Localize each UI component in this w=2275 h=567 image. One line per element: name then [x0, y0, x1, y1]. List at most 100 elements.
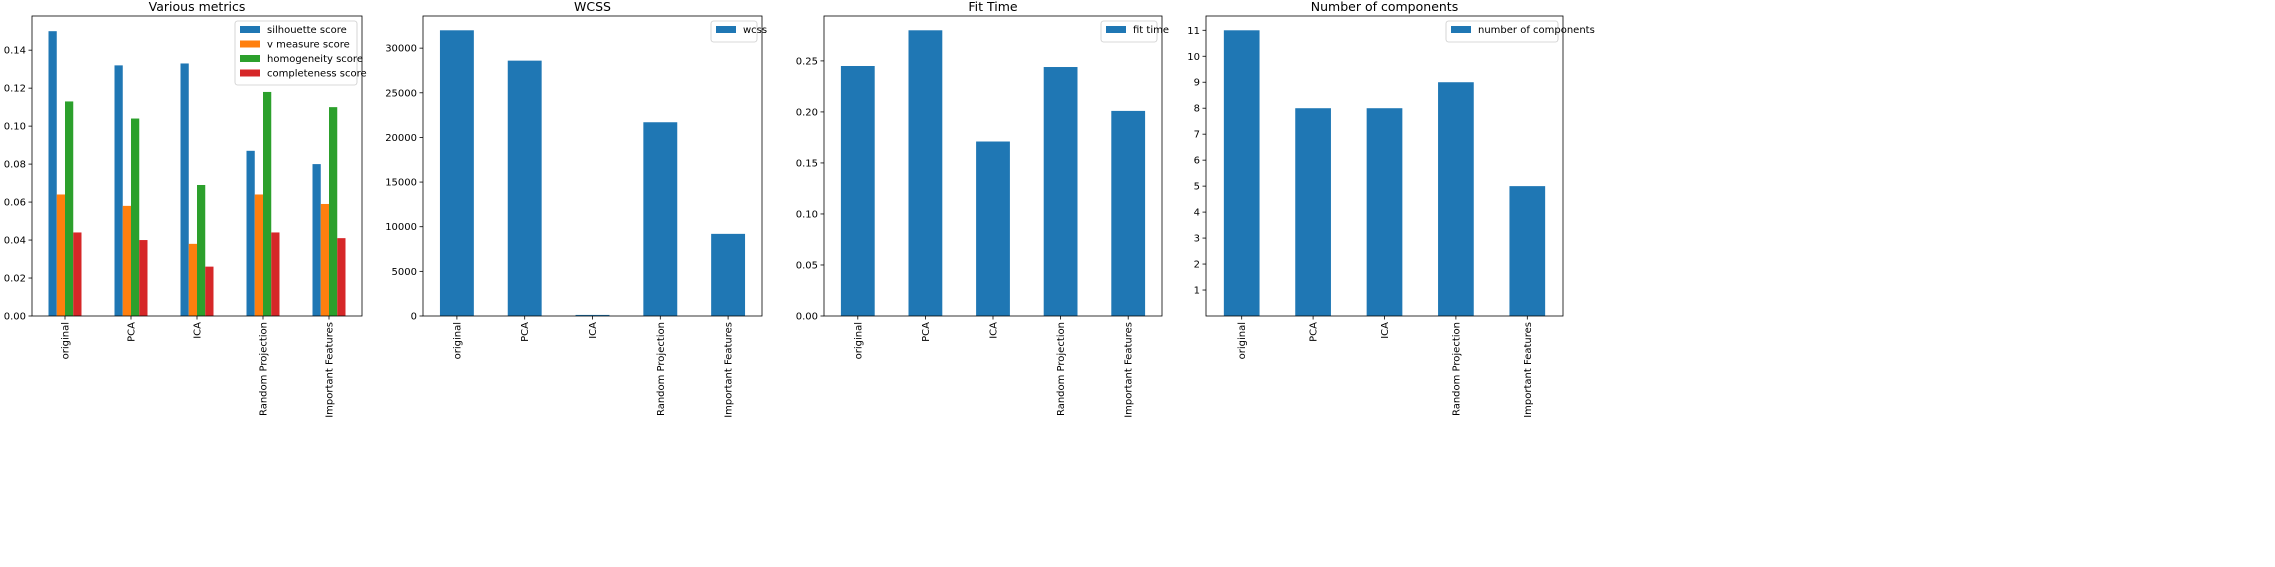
y-tick-label: 10000 [385, 222, 417, 233]
bar-fit-time-random-projection [1043, 67, 1078, 317]
y-tick-label: 0.02 [4, 274, 26, 285]
y-tick-label: 1 [1194, 286, 1200, 297]
x-tick-label-random-projection: Random Projection [259, 322, 270, 416]
bar-wcss-random-projection [643, 122, 678, 316]
x-tick-label-ica: ICA [588, 322, 599, 339]
y-tick-label: 5 [1194, 182, 1200, 193]
legend-swatch-wcss [716, 26, 736, 33]
x-tick-label-ica: ICA [989, 322, 1000, 339]
x-tick-label-important-features: Important Features [724, 322, 735, 418]
y-tick-label: 3 [1194, 234, 1200, 245]
chart-title: Number of components [1311, 0, 1458, 14]
x-tick-label-random-projection: Random Projection [1056, 322, 1067, 416]
legend-swatch-fit-time [1106, 26, 1126, 33]
y-tick-label: 4 [1194, 208, 1200, 219]
x-tick-label-ica: ICA [193, 322, 204, 339]
bar-wcss-important-features [711, 233, 746, 316]
y-tick-label: 0.10 [796, 209, 818, 220]
y-tick-label: 8 [1194, 104, 1200, 115]
bar-wcss-pca [507, 60, 542, 316]
y-tick-label: 0.05 [796, 260, 818, 271]
y-tick-label: 15000 [385, 178, 417, 189]
legend-label-homogeneity-score: homogeneity score [267, 54, 363, 65]
bar-silhouette-score-ica [180, 63, 189, 316]
x-tick-label-original: original [452, 322, 463, 359]
bar-silhouette-score-original [48, 31, 57, 316]
bar-silhouette-score-important-features [312, 164, 321, 316]
bar-number-of-components-important-features [1509, 186, 1546, 316]
bar-completeness-score-original [73, 232, 82, 316]
y-tick-label: 11 [1187, 26, 1200, 37]
legend: number of components [1445, 20, 1595, 43]
bar-fit-time-important-features [1111, 110, 1146, 317]
x-tick-label-original: original [61, 322, 72, 359]
y-tick-label: 0.15 [796, 158, 818, 169]
bar-completeness-score-important-features [337, 238, 346, 316]
bar-fit-time-ica [976, 141, 1010, 316]
legend: fit time [1100, 20, 1169, 43]
y-tick-label: 0.08 [4, 160, 26, 171]
bar-v-measure-score-original [56, 194, 65, 316]
legend-label-number-of-components: number of components [1478, 25, 1595, 36]
legend-swatch-silhouette-score [240, 26, 260, 33]
chart-title: Various metrics [149, 0, 246, 14]
bar-v-measure-score-ica [188, 243, 197, 316]
y-tick-label: 30000 [385, 44, 417, 55]
bar-completeness-score-ica [205, 266, 214, 316]
x-tick-label-pca: PCA [520, 322, 531, 342]
x-tick-label-important-features: Important Features [1523, 322, 1534, 418]
bar-silhouette-score-pca [114, 65, 123, 317]
y-tick-label: 0.04 [4, 236, 26, 247]
legend: wcss [710, 20, 767, 43]
y-tick-label: 0.10 [4, 122, 26, 133]
x-tick-label-pca: PCA [1309, 322, 1320, 342]
legend-swatch-number-of-components [1451, 26, 1471, 33]
y-tick-label: 0 [411, 312, 417, 323]
chart-panel-various-metrics: Various metrics 0.00 0.02 0.04 0.06 0.08 0.10 0… [4, 0, 367, 418]
bar-v-measure-score-pca [122, 205, 131, 316]
chart-panel-number-of-components: Number of components 1 2 3 4 5 6 7 8 9 10 11 origina… [1187, 0, 1595, 418]
legend: silhouette score v measure score homogenei… [234, 20, 367, 86]
y-tick-label: 7 [1194, 130, 1200, 141]
x-tick-label-important-features: Important Features [1124, 322, 1135, 418]
x-tick-label-pca: PCA [127, 322, 138, 342]
bar-v-measure-score-important-features [320, 203, 329, 316]
y-tick-label: 0.00 [796, 312, 818, 323]
y-tick-label: 2 [1194, 260, 1200, 271]
legend-label-v-measure-score: v measure score [267, 40, 350, 51]
x-tick-label-original: original [1237, 322, 1248, 359]
y-tick-label: 0.14 [4, 46, 26, 57]
bar-homogeneity-score-ica [197, 184, 206, 316]
y-tick-label: 0.12 [4, 84, 26, 95]
x-tick-label-ica: ICA [1380, 322, 1391, 339]
bar-wcss-original [439, 30, 474, 316]
bar-homogeneity-score-random-projection [263, 91, 272, 316]
x-tick-label-important-features: Important Features [325, 322, 336, 418]
bar-number-of-components-ica [1366, 108, 1403, 317]
legend-label-wcss: wcss [743, 25, 767, 36]
bar-silhouette-score-random-projection [246, 150, 255, 316]
y-tick-label: 9 [1194, 78, 1200, 89]
bar-wcss-ica [575, 314, 610, 316]
bar-completeness-score-pca [139, 240, 148, 316]
legend-swatch-homogeneity-score [240, 55, 260, 62]
bar-v-measure-score-random-projection [254, 194, 263, 316]
y-tick-label: 25000 [385, 88, 417, 99]
bar-number-of-components-random-projection [1438, 82, 1474, 316]
legend-swatch-completeness-score [240, 69, 260, 77]
bar-completeness-score-random-projection [271, 232, 280, 316]
legend-label-silhouette-score: silhouette score [267, 25, 347, 36]
bar-fit-time-pca [908, 30, 943, 316]
legend-label-completeness-score: completeness score [267, 69, 367, 80]
bar-homogeneity-score-pca [131, 118, 140, 316]
y-tick-label: 6 [1194, 156, 1200, 167]
y-tick-label: 0.06 [4, 198, 26, 209]
x-tick-label-pca: PCA [921, 322, 932, 342]
bar-homogeneity-score-important-features [329, 107, 338, 316]
chart-title: WCSS [574, 0, 611, 14]
bar-number-of-components-pca [1295, 108, 1331, 317]
x-tick-label-random-projection: Random Projection [1451, 322, 1462, 416]
y-tick-label: 0.00 [4, 312, 26, 323]
legend-label-fit-time: fit time [1133, 25, 1169, 36]
